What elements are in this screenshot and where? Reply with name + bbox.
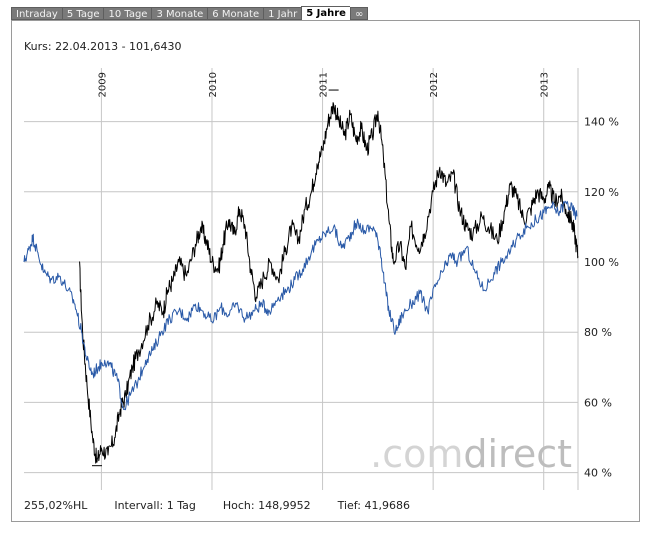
watermark-com: .com bbox=[370, 432, 463, 476]
x-axis-labels: 2009 2010 2011 2012 2013 bbox=[97, 72, 550, 97]
tab-3[interactable]: 3 Monate bbox=[151, 7, 208, 20]
chart-footer: 255,02%HL Intervall: 1 Tag Hoch: 148,995… bbox=[24, 499, 437, 512]
x-tick-label-4: 2013 bbox=[540, 72, 551, 97]
price-label: Kurs: 22.04.2013 - 101,6430 bbox=[24, 40, 182, 53]
series-line-1 bbox=[23, 200, 578, 411]
tab-1[interactable]: 5 Tage bbox=[61, 7, 104, 20]
tab-0[interactable]: Intraday bbox=[11, 7, 62, 20]
tab-5[interactable]: 1 Jahr bbox=[263, 7, 302, 20]
timeframe-tabs: Intraday 5 Tage 10 Tage 3 Monate 6 Monate 1 J… bbox=[11, 6, 369, 21]
y-tick-label-4: 120 % bbox=[584, 186, 619, 199]
x-tick-label-2: 2011 bbox=[319, 72, 330, 97]
tab-7[interactable]: ∞ bbox=[349, 7, 369, 20]
watermark-text: .comdirect bbox=[370, 432, 572, 476]
y-axis-labels: 40 % 60 % 80 % 100 % 120 % 140 % bbox=[584, 116, 619, 480]
y-tick-label-0: 40 % bbox=[584, 467, 612, 480]
chart-frame bbox=[11, 20, 640, 522]
y-tick-label-2: 80 % bbox=[584, 326, 612, 339]
series-line-0 bbox=[79, 102, 579, 464]
chart-grid bbox=[24, 68, 579, 490]
tab-2[interactable]: 10 Tage bbox=[103, 7, 152, 20]
y-tick-label-5: 140 % bbox=[584, 116, 619, 129]
y-tick-label-3: 100 % bbox=[584, 256, 619, 269]
low-value: Tief: 41,9686 bbox=[337, 499, 410, 512]
high-value: Hoch: 148,9952 bbox=[222, 499, 311, 512]
tab-4[interactable]: 6 Monate bbox=[207, 7, 264, 20]
x-tick-label-1: 2010 bbox=[208, 72, 219, 97]
performance-value: 255,02%HL bbox=[24, 499, 88, 512]
tab-6[interactable]: 5 Jahre bbox=[301, 6, 350, 21]
chart-series bbox=[23, 89, 579, 467]
y-tick-label-1: 60 % bbox=[584, 396, 612, 409]
watermark-direct: direct bbox=[463, 432, 572, 476]
comdirect-watermark: .comdirect bbox=[370, 432, 572, 476]
x-tick-label-3: 2012 bbox=[429, 72, 440, 97]
x-tick-label-0: 2009 bbox=[97, 72, 108, 97]
interval-value: Intervall: 1 Tag bbox=[114, 499, 196, 512]
